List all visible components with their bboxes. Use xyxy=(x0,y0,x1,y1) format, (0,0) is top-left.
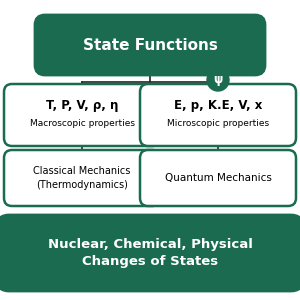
Text: Quantum Mechanics: Quantum Mechanics xyxy=(165,173,272,183)
Circle shape xyxy=(207,69,229,91)
Text: Nuclear, Chemical, Physical
Changes of States: Nuclear, Chemical, Physical Changes of S… xyxy=(48,238,252,268)
FancyBboxPatch shape xyxy=(35,15,265,75)
Text: Microscopic properties: Microscopic properties xyxy=(167,119,269,128)
Text: State Functions: State Functions xyxy=(82,38,218,52)
Text: Macroscopic properties: Macroscopic properties xyxy=(29,119,134,128)
FancyBboxPatch shape xyxy=(4,150,160,206)
FancyBboxPatch shape xyxy=(4,84,160,146)
FancyBboxPatch shape xyxy=(140,84,296,146)
Text: Classical Mechanics
(Thermodynamics): Classical Mechanics (Thermodynamics) xyxy=(33,167,131,190)
Text: E, p, K.E, V, x: E, p, K.E, V, x xyxy=(174,100,262,112)
FancyBboxPatch shape xyxy=(0,215,300,291)
Text: ψ: ψ xyxy=(213,74,223,86)
Text: T, P, V, ρ, η: T, P, V, ρ, η xyxy=(46,100,118,112)
FancyBboxPatch shape xyxy=(140,150,296,206)
